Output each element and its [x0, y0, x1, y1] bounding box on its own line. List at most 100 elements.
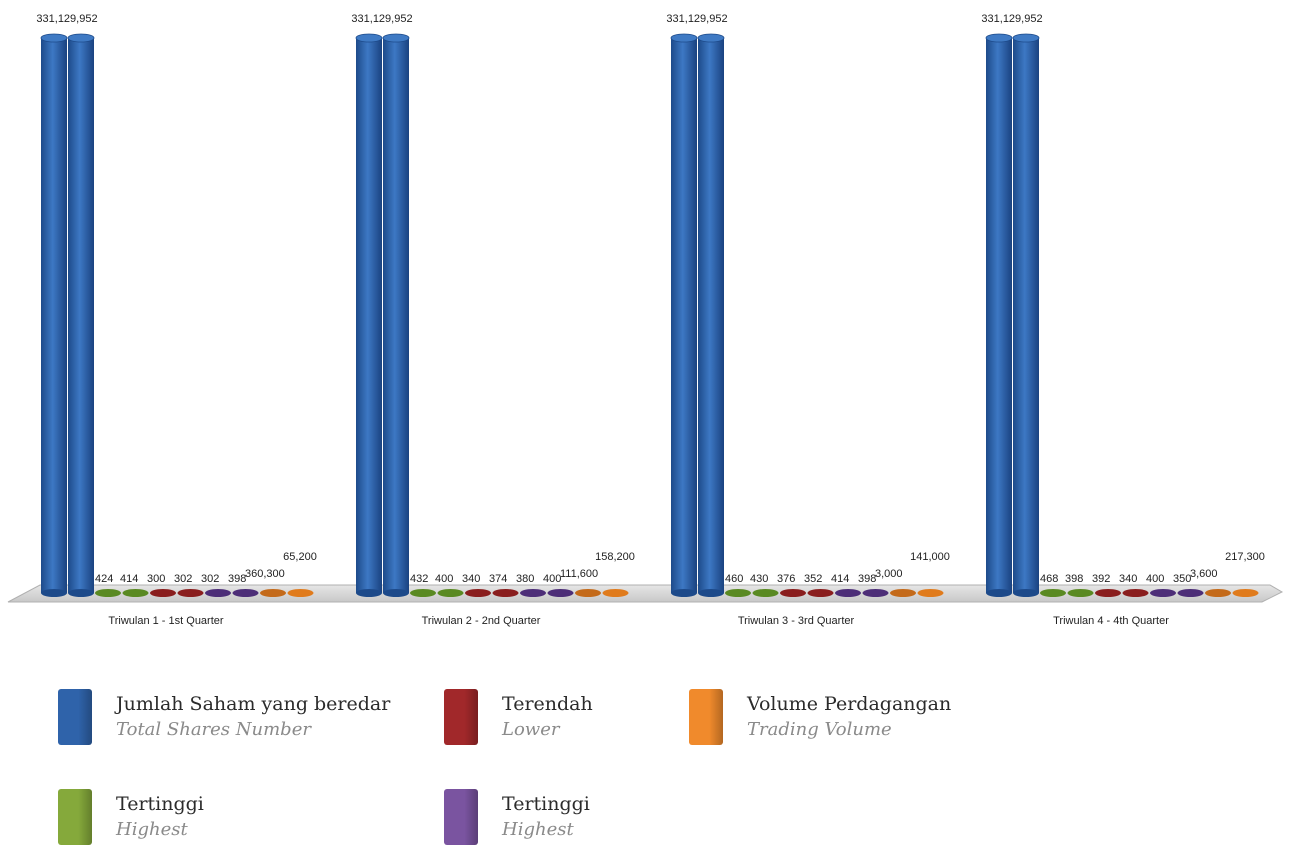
small-bar — [752, 589, 779, 597]
small-bar — [437, 589, 464, 597]
small-bar — [725, 589, 751, 597]
small-value-label: 430 — [750, 573, 768, 585]
legend-item-total-shares: Jumlah Saham yang beredar Total Shares N… — [58, 689, 390, 745]
legend-label: Tertinggi — [116, 793, 204, 815]
small-value-label: 3,600 — [1190, 568, 1218, 580]
small-bar — [1095, 589, 1121, 597]
small-value-label: 392 — [1092, 573, 1110, 585]
legend-label: Terendah — [502, 693, 593, 715]
shares-value-label: 331,129,952 — [666, 13, 727, 25]
small-value-label: 400 — [1146, 573, 1164, 585]
shares-bar-cap — [40, 33, 68, 43]
small-value-label: 398 — [1065, 573, 1083, 585]
small-bar — [95, 589, 121, 597]
shares-bar-cap — [67, 33, 95, 43]
small-bar — [862, 589, 889, 597]
small-bar — [1040, 589, 1066, 597]
legend-item-highest-green: Tertinggi Highest — [58, 789, 204, 845]
legend-swatch-red — [444, 689, 478, 745]
shares-bar-cap — [382, 33, 410, 43]
shares-bar-cap — [355, 33, 383, 43]
small-bar — [150, 589, 176, 597]
shares-bar — [1013, 38, 1039, 593]
small-value-label: 302 — [201, 573, 219, 585]
shares-bar-base — [671, 589, 697, 597]
legend-label: Volume Perdagangan — [747, 693, 952, 715]
shares-value-label: 331,129,952 — [36, 13, 97, 25]
shares-bar-base — [698, 589, 724, 597]
small-value-label: 398 — [858, 573, 876, 585]
volume-top-label: 158,200 — [595, 551, 635, 563]
small-value-label: 111,600 — [560, 568, 598, 580]
volume-top-label: 65,200 — [283, 551, 317, 563]
shares-bar-base — [41, 589, 67, 597]
legend-label: Jumlah Saham yang beredar — [116, 693, 391, 715]
small-value-label: 400 — [543, 573, 561, 585]
small-bar — [917, 589, 944, 597]
small-bar — [410, 589, 436, 597]
shares-bar-cap — [697, 33, 725, 43]
shares-bar-cap — [670, 33, 698, 43]
category-label: Triwulan 1 - 1st Quarter — [108, 615, 223, 627]
small-bar — [177, 589, 204, 597]
shares-bar-cap — [985, 33, 1013, 43]
small-bar — [1205, 589, 1231, 597]
small-bar — [575, 589, 601, 597]
legend-swatch-purple — [444, 789, 478, 845]
small-value-label: 350 — [1173, 573, 1191, 585]
chart-floor — [7, 584, 1284, 603]
shares-bar — [41, 38, 67, 593]
small-value-label: 400 — [435, 573, 453, 585]
small-bar — [1177, 589, 1204, 597]
shares-value-label: 331,129,952 — [981, 13, 1042, 25]
small-bar — [492, 589, 519, 597]
shares-bar-base — [1013, 589, 1039, 597]
legend-swatch-blue — [58, 689, 92, 745]
small-bar — [1150, 589, 1176, 597]
small-bar — [260, 589, 286, 597]
legend-sublabel: Highest — [116, 819, 188, 840]
small-bar — [780, 589, 806, 597]
small-bar — [287, 589, 314, 597]
small-value-label: 302 — [174, 573, 192, 585]
shares-bar-cap — [1012, 33, 1040, 43]
small-bar — [1232, 589, 1259, 597]
legend-item-lower: Terendah Lower — [444, 689, 593, 745]
small-value-label: 3,000 — [875, 568, 903, 580]
small-value-label: 380 — [516, 573, 534, 585]
legend-swatch-green — [58, 789, 92, 845]
small-bar — [232, 589, 259, 597]
shares-bar — [68, 38, 94, 593]
small-bar — [835, 589, 861, 597]
small-bar — [520, 589, 546, 597]
small-bar — [465, 589, 491, 597]
volume-top-label: 217,300 — [1225, 551, 1265, 563]
legend-item-trading-volume: Volume Perdagangan Trading Volume — [689, 689, 951, 745]
shares-bar — [383, 38, 409, 593]
legend-sublabel: Total Shares Number — [116, 719, 311, 740]
small-value-label: 376 — [777, 573, 795, 585]
small-bar — [1067, 589, 1094, 597]
legend-item-highest-purple: Tertinggi Highest — [444, 789, 590, 845]
small-value-label: 432 — [410, 573, 428, 585]
shares-bar-base — [356, 589, 382, 597]
category-label: Triwulan 2 - 2nd Quarter — [422, 615, 541, 627]
small-value-label: 424 — [95, 573, 113, 585]
shares-value-label: 331,129,952 — [351, 13, 412, 25]
small-bar — [602, 589, 629, 597]
small-value-label: 360,300 — [245, 568, 285, 580]
shares-bar — [698, 38, 724, 593]
small-bar — [807, 589, 834, 597]
legend-sublabel: Highest — [502, 819, 574, 840]
small-value-label: 398 — [228, 573, 246, 585]
small-value-label: 352 — [804, 573, 822, 585]
small-bar — [1122, 589, 1149, 597]
shares-bar-base — [986, 589, 1012, 597]
category-label: Triwulan 4 - 4th Quarter — [1053, 615, 1169, 627]
small-value-label: 414 — [831, 573, 849, 585]
small-bar — [205, 589, 231, 597]
small-value-label: 340 — [462, 573, 480, 585]
legend-swatch-orange — [689, 689, 723, 745]
shares-bar — [356, 38, 382, 593]
